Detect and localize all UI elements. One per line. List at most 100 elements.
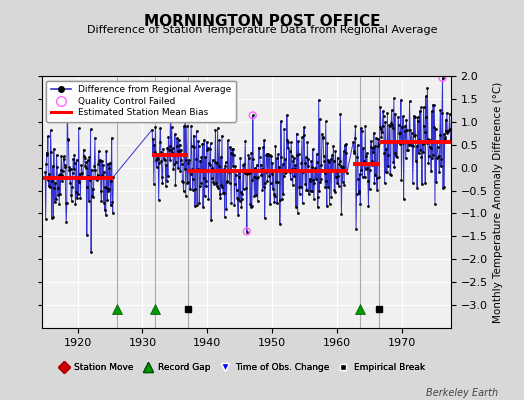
Point xyxy=(280,126,288,132)
Point xyxy=(48,178,57,184)
Point xyxy=(226,149,235,156)
Point xyxy=(293,210,302,216)
Point xyxy=(95,175,104,182)
Point xyxy=(366,166,374,173)
Point xyxy=(196,180,205,186)
Point xyxy=(277,153,286,160)
Point xyxy=(406,126,414,133)
Point xyxy=(248,112,257,118)
Point xyxy=(350,148,358,154)
Point xyxy=(148,126,156,133)
Point xyxy=(370,180,379,186)
Point xyxy=(376,124,384,130)
Point xyxy=(372,135,380,141)
Point xyxy=(168,148,177,155)
Point xyxy=(181,109,189,115)
Point xyxy=(82,165,91,171)
Point xyxy=(372,172,380,178)
Point xyxy=(55,201,63,208)
Point xyxy=(340,148,348,154)
Point xyxy=(205,162,214,168)
Point xyxy=(100,168,108,175)
Point xyxy=(414,150,423,156)
Point xyxy=(416,146,424,153)
Point xyxy=(270,191,278,198)
Point xyxy=(303,187,311,194)
Point xyxy=(246,201,254,208)
Point xyxy=(46,184,54,190)
Point xyxy=(414,118,422,124)
Point xyxy=(173,148,182,154)
Point xyxy=(390,95,398,102)
Point xyxy=(59,153,68,160)
Point xyxy=(320,157,329,164)
Point xyxy=(267,152,275,159)
Point xyxy=(386,172,395,178)
Point xyxy=(355,190,363,196)
Point xyxy=(183,123,191,130)
Point xyxy=(328,152,336,158)
Point xyxy=(300,160,309,166)
Point xyxy=(428,155,436,161)
Point xyxy=(354,176,363,182)
Point xyxy=(244,169,252,176)
Point xyxy=(252,192,260,198)
Point xyxy=(199,175,208,182)
Point xyxy=(191,186,200,192)
Point xyxy=(214,184,222,191)
Point xyxy=(106,201,115,208)
Point xyxy=(365,160,373,167)
Point xyxy=(357,167,366,174)
Point xyxy=(436,163,445,170)
Point xyxy=(374,143,382,150)
Point xyxy=(274,151,282,157)
Point xyxy=(51,198,59,205)
Point xyxy=(289,158,298,164)
Point xyxy=(62,200,71,206)
Point xyxy=(351,135,359,142)
Point xyxy=(177,147,185,153)
Point xyxy=(279,173,288,179)
Point xyxy=(443,110,451,116)
Point xyxy=(272,179,280,186)
Point xyxy=(281,169,290,175)
Point xyxy=(192,128,201,134)
Point xyxy=(176,141,184,148)
Point xyxy=(188,142,196,149)
Point xyxy=(325,159,333,166)
Point xyxy=(216,194,224,201)
Point xyxy=(302,187,311,193)
Point xyxy=(318,131,326,138)
Point xyxy=(386,171,394,177)
Point xyxy=(187,171,195,177)
Point xyxy=(198,168,206,175)
Point xyxy=(260,137,268,143)
Point xyxy=(384,152,392,158)
Point xyxy=(42,161,50,167)
Point xyxy=(98,158,106,164)
Point xyxy=(322,178,331,184)
Point xyxy=(173,135,181,142)
Point xyxy=(400,128,409,135)
Point xyxy=(261,180,269,186)
Point xyxy=(84,173,93,180)
Point xyxy=(445,111,454,117)
Point xyxy=(224,166,233,173)
Point xyxy=(59,168,67,174)
Point xyxy=(66,180,74,186)
Point xyxy=(428,108,436,114)
Point xyxy=(60,162,69,168)
Point xyxy=(369,130,378,136)
Point xyxy=(434,154,442,160)
Point xyxy=(262,152,270,158)
Point xyxy=(295,183,303,190)
Point xyxy=(418,140,427,147)
Point xyxy=(410,112,418,119)
Point xyxy=(241,170,249,176)
Point xyxy=(248,112,257,118)
Point xyxy=(54,172,63,178)
Point xyxy=(197,154,205,160)
Point xyxy=(437,156,445,162)
Point xyxy=(391,150,400,156)
Point xyxy=(79,175,87,181)
